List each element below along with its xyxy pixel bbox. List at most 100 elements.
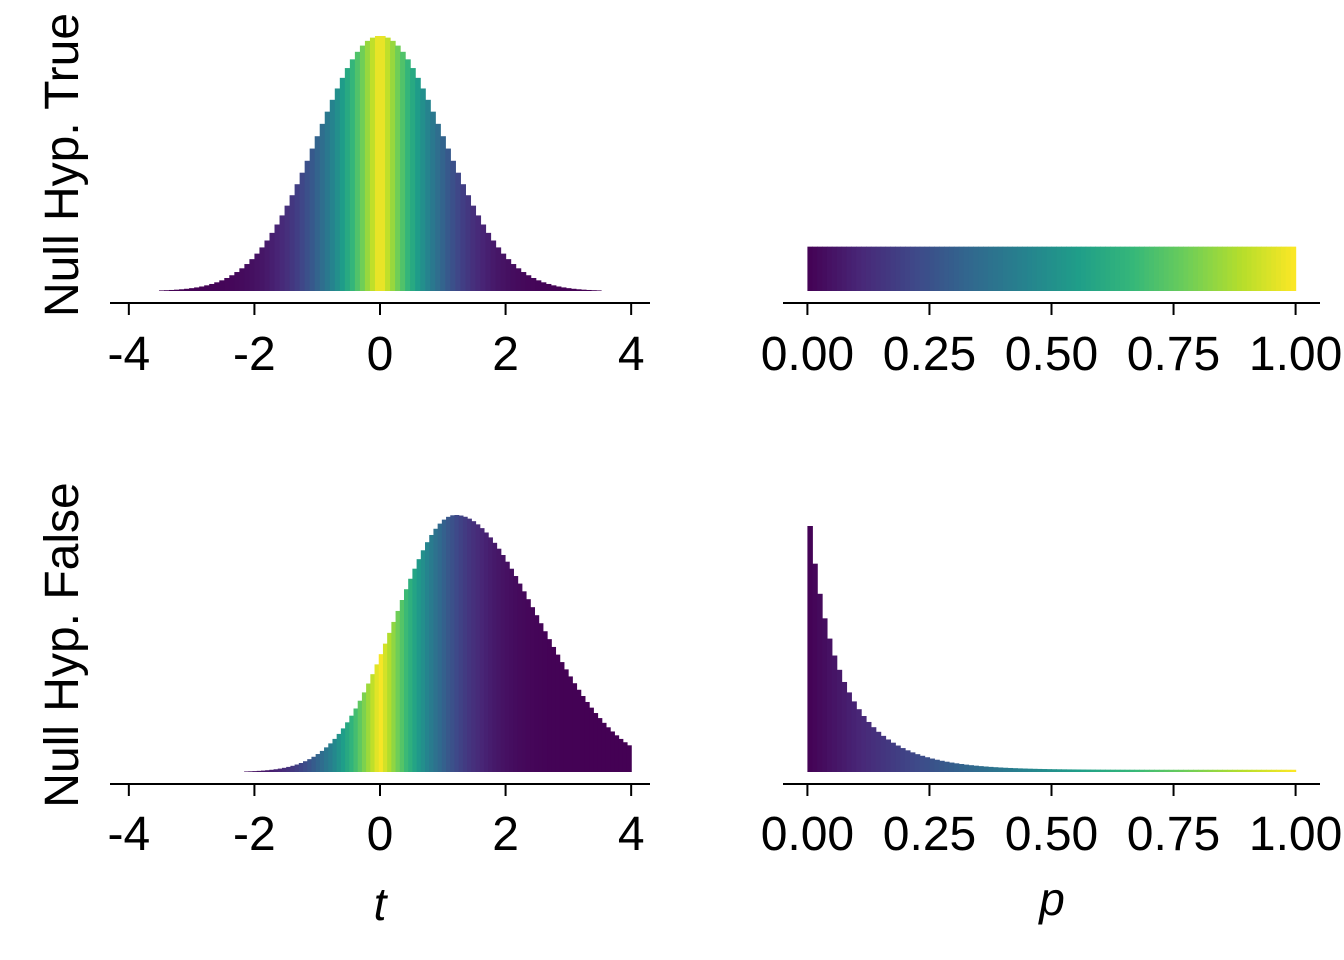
histogram-bar bbox=[1046, 769, 1053, 772]
histogram-bar bbox=[1095, 246, 1101, 291]
histogram-bar bbox=[311, 756, 317, 772]
histogram-bar bbox=[1261, 769, 1267, 772]
histogram-bar bbox=[1071, 769, 1077, 772]
histogram-bar bbox=[304, 160, 311, 291]
histogram-bar bbox=[885, 246, 891, 291]
histogram-bar bbox=[294, 764, 300, 772]
histogram-bar bbox=[1075, 769, 1082, 772]
histogram-bar bbox=[992, 246, 999, 291]
histogram-bar bbox=[353, 708, 359, 772]
histogram-bar bbox=[345, 722, 350, 772]
histogram-bar bbox=[555, 286, 562, 291]
histogram-bar bbox=[269, 769, 275, 772]
histogram-bar bbox=[1207, 246, 1214, 291]
histogram-bar bbox=[248, 771, 254, 772]
histogram-bar bbox=[1066, 769, 1072, 772]
histogram-bar bbox=[841, 246, 848, 291]
histogram-bar bbox=[1071, 246, 1077, 291]
histogram-bar bbox=[590, 290, 597, 291]
histogram-bar bbox=[259, 247, 266, 291]
histogram-bar bbox=[944, 246, 950, 291]
histogram-bar bbox=[1110, 246, 1116, 291]
histogram-bar bbox=[446, 516, 451, 772]
histogram-bar bbox=[1085, 769, 1092, 772]
histogram-bar bbox=[298, 762, 304, 772]
x-tick-label: 0.50 bbox=[1005, 328, 1098, 381]
histogram-bar bbox=[1080, 246, 1087, 291]
x-tick-label: 0.75 bbox=[1127, 808, 1220, 861]
histogram-bar bbox=[525, 599, 531, 772]
histogram-bar bbox=[880, 246, 887, 291]
x-tick-label: 0.00 bbox=[761, 808, 854, 861]
histogram-bar bbox=[924, 757, 931, 772]
histogram-bar bbox=[1041, 246, 1048, 291]
histogram-bar bbox=[254, 253, 261, 291]
histogram-bar bbox=[997, 246, 1004, 291]
histogram-bar bbox=[1202, 769, 1209, 772]
histogram-bar bbox=[219, 280, 225, 291]
histogram-bar bbox=[403, 589, 409, 772]
histogram-bar bbox=[1217, 246, 1223, 291]
histogram-bar bbox=[1002, 246, 1009, 291]
histogram-bar bbox=[1046, 246, 1053, 291]
histogram-bar bbox=[455, 172, 461, 291]
histogram-bar bbox=[1280, 246, 1287, 291]
histogram-bar bbox=[1188, 769, 1194, 772]
histogram-bar bbox=[831, 655, 838, 772]
histogram-bar bbox=[900, 246, 906, 291]
histogram-bar bbox=[405, 59, 411, 292]
histogram-bar bbox=[1139, 246, 1145, 291]
histogram-bar bbox=[1193, 246, 1199, 291]
histogram-bar bbox=[1222, 246, 1228, 291]
histogram-bar bbox=[495, 247, 502, 291]
x-tick-label: -4 bbox=[107, 808, 150, 861]
histogram-bar bbox=[479, 528, 485, 772]
histogram-bar bbox=[1241, 769, 1248, 772]
histogram-bar bbox=[462, 516, 468, 772]
histogram-bar bbox=[279, 215, 286, 291]
histogram-bar bbox=[580, 289, 587, 291]
histogram-bar bbox=[919, 755, 926, 772]
histogram-bar bbox=[934, 246, 940, 291]
histogram-bar bbox=[1222, 769, 1228, 772]
histogram-bar bbox=[1271, 769, 1277, 772]
histogram-bar bbox=[332, 738, 338, 772]
histogram-bar bbox=[380, 36, 386, 291]
histogram-bar bbox=[349, 715, 355, 772]
histogram-bar bbox=[445, 148, 451, 291]
histogram-bar bbox=[610, 731, 615, 772]
row-label-top: Null Hyp. True bbox=[36, 13, 89, 317]
histogram-bar bbox=[224, 278, 230, 291]
histogram-bar bbox=[822, 618, 828, 772]
histogram-bar bbox=[510, 264, 517, 291]
histogram-bar bbox=[1163, 769, 1170, 772]
histogram-bar bbox=[334, 88, 341, 291]
histogram-bar bbox=[349, 59, 356, 292]
histogram-bar bbox=[1027, 768, 1033, 772]
histogram-bar bbox=[416, 559, 422, 772]
histogram-bar bbox=[382, 643, 388, 772]
histogram-bar bbox=[1036, 768, 1043, 772]
histogram-bar bbox=[1276, 246, 1282, 291]
histogram-bar bbox=[909, 246, 916, 291]
histogram-bar bbox=[988, 766, 994, 772]
histogram-bar bbox=[807, 246, 813, 291]
histogram-bar bbox=[1002, 767, 1009, 772]
histogram-bar bbox=[618, 738, 624, 772]
histogram-bar bbox=[289, 195, 296, 291]
histogram-bar bbox=[433, 528, 439, 772]
histogram-bar bbox=[467, 518, 472, 772]
histogram-bar bbox=[958, 246, 965, 291]
histogram-bar bbox=[812, 563, 818, 772]
histogram-bar bbox=[988, 246, 994, 291]
histogram-bar bbox=[1134, 246, 1140, 291]
histogram-bar bbox=[277, 768, 283, 772]
histogram-bar bbox=[1129, 769, 1136, 772]
x-tick-label: -2 bbox=[233, 808, 276, 861]
histogram-bar bbox=[1280, 769, 1287, 772]
histogram-bar bbox=[997, 767, 1004, 772]
histogram-bar bbox=[412, 568, 418, 772]
histogram-bar bbox=[1012, 246, 1018, 291]
histogram-bar bbox=[846, 692, 852, 772]
histogram-bar bbox=[1197, 246, 1204, 291]
